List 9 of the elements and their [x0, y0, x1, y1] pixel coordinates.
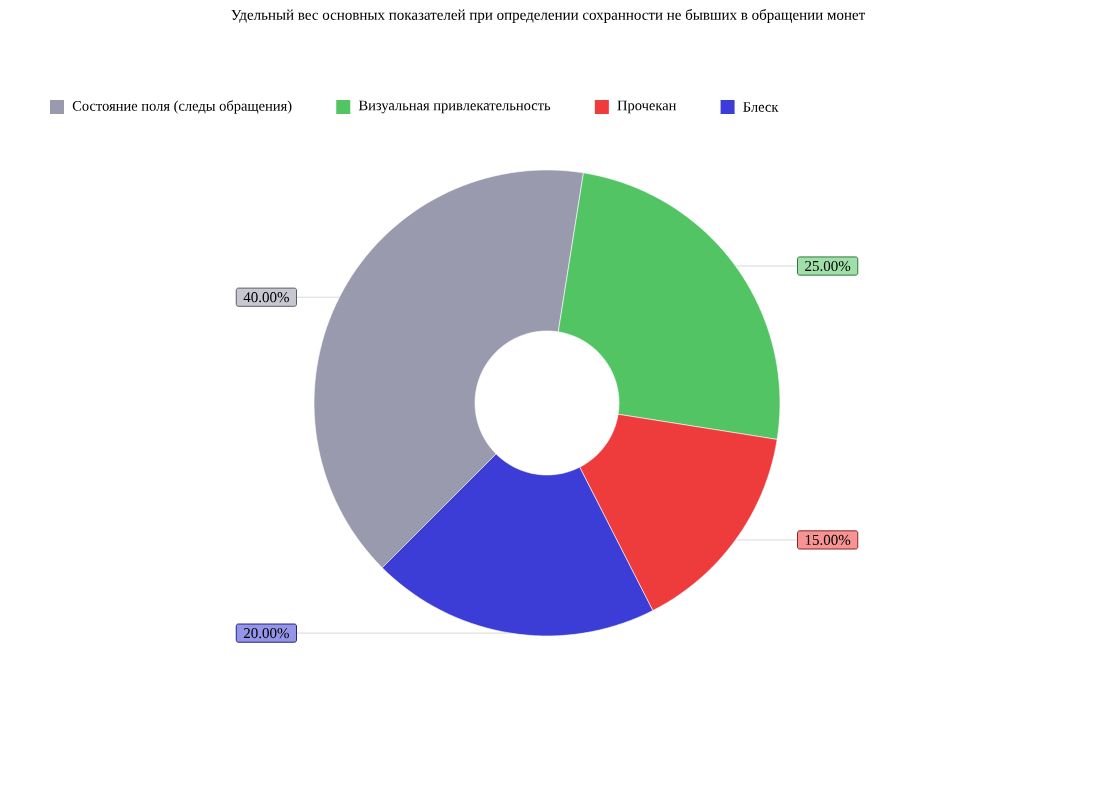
data-label: 15.00%: [805, 534, 851, 546]
data-label: 20.00%: [243, 628, 289, 639]
chart-title: Удельный вес основных показателей при определении сохранности не бывших в обращении монет: [231, 9, 865, 23]
data-label: 40.00%: [243, 292, 289, 303]
data-label: 25.00%: [805, 260, 851, 272]
legend-label: Блеск: [743, 102, 779, 112]
legend-label: Состояние поля (следы обращения): [72, 100, 292, 114]
legend-label: Визуальная привлекательность: [358, 100, 551, 114]
legend-label: Прочекан: [617, 100, 677, 114]
